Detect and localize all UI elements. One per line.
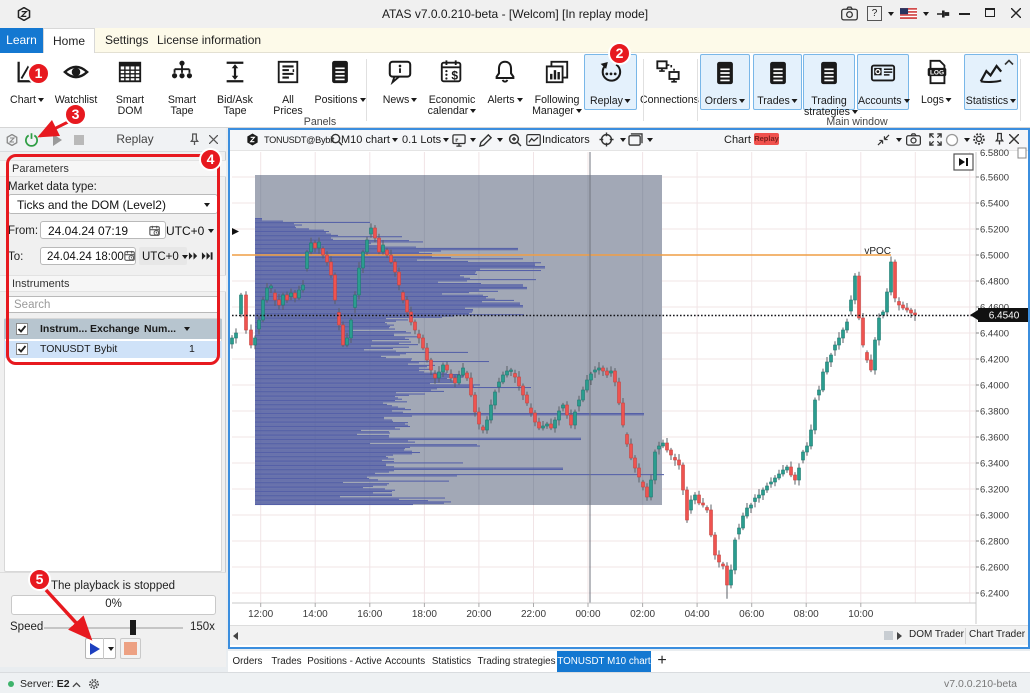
svg-text:22:00: 22:00: [521, 609, 546, 620]
svg-text:04:00: 04:00: [685, 609, 710, 620]
svg-text:6.5800: 6.5800: [980, 148, 1009, 159]
svg-text:12:00: 12:00: [248, 609, 273, 620]
svg-text:20:00: 20:00: [466, 609, 491, 620]
svg-text:6.4400: 6.4400: [980, 329, 1009, 340]
svg-text:6.5200: 6.5200: [980, 225, 1009, 236]
svg-text:6.2600: 6.2600: [980, 563, 1009, 574]
svg-text:6.4200: 6.4200: [980, 355, 1009, 366]
svg-text:$: $: [451, 68, 458, 82]
svg-text:6.2400: 6.2400: [980, 589, 1009, 600]
svg-text:08:00: 08:00: [794, 609, 819, 620]
svg-text:6.4000: 6.4000: [980, 381, 1009, 392]
svg-text:6.2800: 6.2800: [980, 537, 1009, 548]
svg-text:6.5600: 6.5600: [980, 173, 1009, 184]
svg-text:LOG: LOG: [929, 69, 943, 76]
svg-text:6.5000: 6.5000: [980, 251, 1009, 262]
svg-text:6.3800: 6.3800: [980, 407, 1009, 418]
svg-text:14:00: 14:00: [303, 609, 328, 620]
svg-text:6.3400: 6.3400: [980, 459, 1009, 470]
svg-text:00:00: 00:00: [575, 609, 600, 620]
svg-text:6.3200: 6.3200: [980, 485, 1009, 496]
svg-text:vPOC: vPOC: [864, 246, 891, 257]
svg-text:16:00: 16:00: [357, 609, 382, 620]
svg-text:6.3000: 6.3000: [980, 511, 1009, 522]
svg-text:02:00: 02:00: [630, 609, 655, 620]
svg-text:18:00: 18:00: [412, 609, 437, 620]
svg-text:6.3600: 6.3600: [980, 433, 1009, 444]
svg-text:6.5400: 6.5400: [980, 199, 1009, 210]
svg-text:6.4540: 6.4540: [989, 311, 1020, 322]
svg-text:06:00: 06:00: [739, 609, 764, 620]
svg-text:6.4800: 6.4800: [980, 277, 1009, 288]
svg-text:10:00: 10:00: [848, 609, 873, 620]
